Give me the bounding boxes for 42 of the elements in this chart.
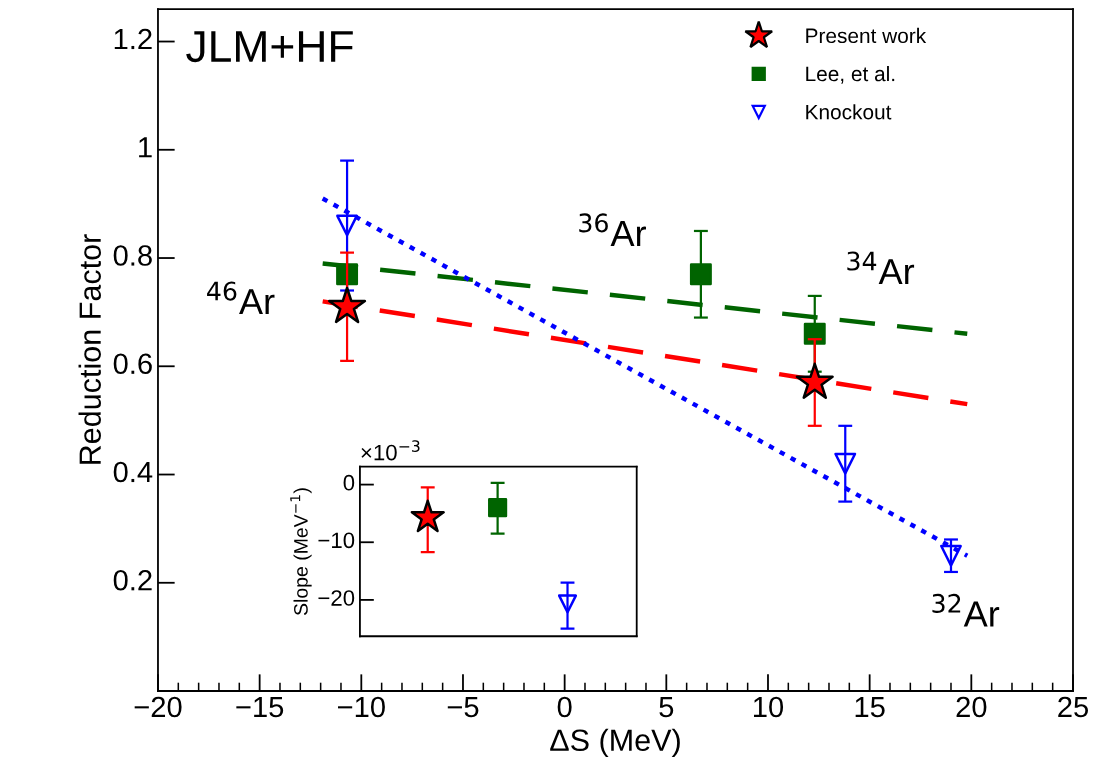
y-axis-title: Reduction Factor — [78, 234, 101, 464]
x-tick-label: −15 — [236, 696, 284, 718]
x-tick-label: −5 — [447, 696, 479, 718]
y-tick-label: 1 — [139, 137, 152, 158]
point — [940, 544, 962, 567]
annotation: $^{36}$Ar — [579, 213, 646, 246]
annotation: $^{46}$Ar — [207, 281, 275, 315]
x-tick-label: −10 — [338, 696, 385, 718]
x-tick-label: 5 — [659, 696, 674, 718]
point — [795, 362, 834, 399]
annotation: JLM+HF — [186, 31, 353, 63]
y-tick-label: 0.2 — [113, 569, 152, 591]
point — [336, 263, 359, 286]
y-tick-label: 0.8 — [113, 245, 152, 266]
point — [803, 322, 826, 345]
annotation: ×10$^{−3}$ — [361, 440, 420, 461]
point — [689, 263, 712, 286]
x-tick-label: 10 — [753, 696, 784, 718]
y-tick-label: −10 — [318, 532, 355, 549]
x-tick-label: 25 — [1058, 696, 1088, 718]
legend-label: Present work — [806, 27, 927, 44]
y-tick-label: 1.2 — [114, 28, 152, 50]
point — [336, 214, 359, 237]
y-tick-label: 0 — [343, 474, 355, 491]
x-axis-title: ΔS (MeV) — [550, 728, 680, 758]
y-axis-title: Slope (MeV$^{−1}$) — [290, 488, 312, 616]
x-tick-label: 0 — [557, 696, 572, 718]
y-tick-label: 0.4 — [113, 461, 153, 483]
x-tick-label: −20 — [134, 696, 182, 718]
point — [834, 452, 857, 475]
annotation: $^{32}$Ar — [932, 593, 1000, 627]
point — [328, 286, 367, 324]
point — [410, 499, 445, 533]
legend-label: Knockout — [806, 104, 892, 120]
x-tick-label: 15 — [855, 696, 885, 718]
legend-label: Lee, et al. — [806, 65, 895, 84]
annotation: $^{34}$Ar — [847, 251, 915, 285]
y-tick-label: 0.6 — [113, 353, 152, 375]
point — [488, 498, 508, 518]
x-tick-label: 20 — [956, 696, 987, 718]
y-tick-label: −20 — [318, 590, 355, 606]
point — [557, 594, 578, 614]
